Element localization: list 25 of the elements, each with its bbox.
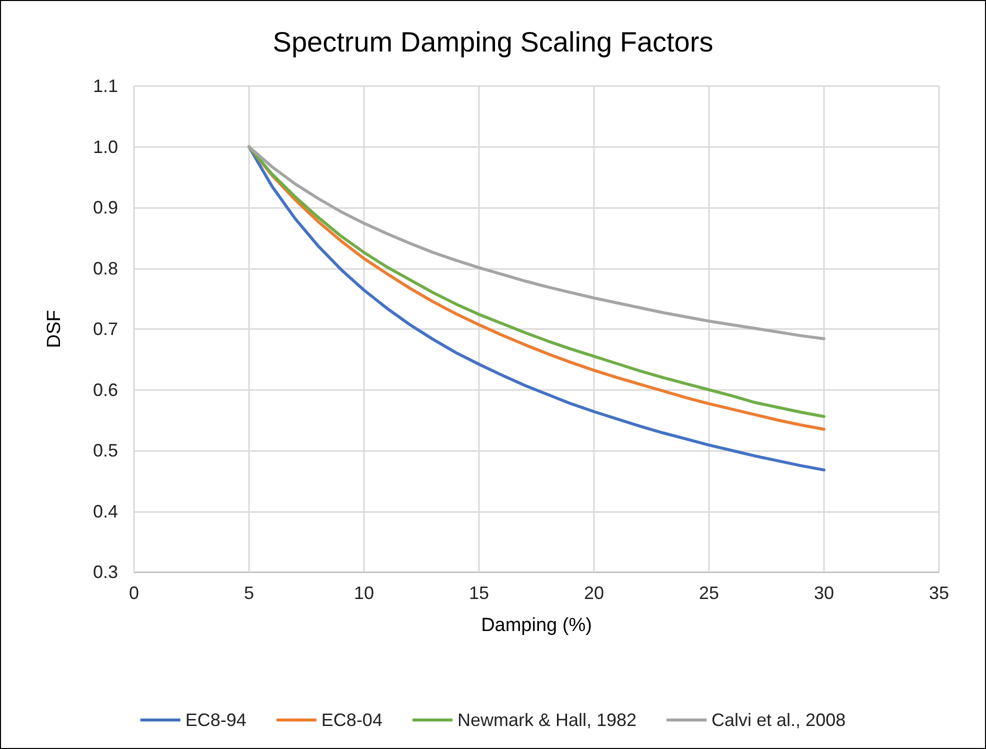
- y-tick-label: 1.0: [92, 136, 118, 157]
- line-series: [248, 145, 826, 340]
- x-tick-label: 0: [128, 583, 140, 603]
- y-tick-label: 1.1: [92, 76, 118, 96]
- legend-label: Newmark & Hall, 1982: [457, 710, 637, 730]
- x-tick-label: 25: [698, 583, 720, 603]
- x-axis-title: Damping (%): [481, 615, 592, 636]
- legend-label: Calvi et al., 2008: [712, 710, 846, 730]
- y-tick-label: 0.4: [92, 501, 118, 522]
- x-tick-label: 30: [814, 583, 834, 603]
- chart-title: Spectrum Damping Scaling Factors: [272, 26, 714, 58]
- x-tick-label: 35: [928, 583, 950, 603]
- x-tick-label: 5: [244, 583, 254, 603]
- y-tick-label: 0.3: [92, 562, 118, 582]
- y-tick-label: 0.8: [92, 258, 118, 278]
- y-tick-label: 0.6: [92, 380, 118, 400]
- x-tick-label: 10: [354, 583, 374, 603]
- y-tick-label: 0.7: [92, 319, 118, 339]
- y-axis-title: DSF: [44, 310, 65, 348]
- y-tick-label: 0.5: [92, 440, 118, 460]
- x-tick-label: 20: [584, 583, 604, 603]
- x-tick-label: 15: [468, 583, 490, 603]
- legend-label: EC8-94: [185, 710, 246, 730]
- legend-label: EC8-04: [321, 710, 382, 730]
- y-tick-label: 0.9: [92, 198, 118, 218]
